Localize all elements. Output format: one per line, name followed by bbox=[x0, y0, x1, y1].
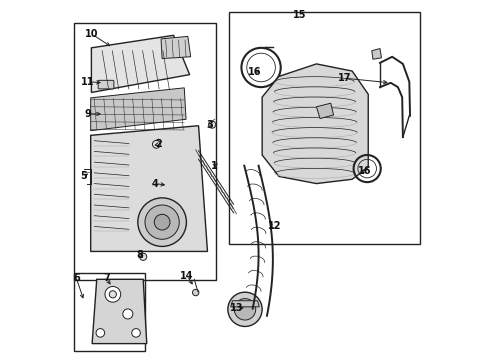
Circle shape bbox=[109, 291, 117, 298]
Text: 1: 1 bbox=[211, 161, 218, 171]
Polygon shape bbox=[262, 64, 368, 184]
Circle shape bbox=[123, 309, 133, 319]
Text: 15: 15 bbox=[293, 10, 306, 20]
Text: 17: 17 bbox=[338, 73, 351, 83]
Bar bbox=[74, 273, 145, 351]
Polygon shape bbox=[317, 103, 334, 118]
Polygon shape bbox=[372, 49, 381, 59]
Text: 2: 2 bbox=[155, 139, 162, 149]
Circle shape bbox=[145, 205, 179, 239]
Polygon shape bbox=[91, 88, 186, 131]
Text: 12: 12 bbox=[268, 221, 281, 231]
Polygon shape bbox=[91, 126, 207, 251]
Circle shape bbox=[138, 198, 186, 247]
Polygon shape bbox=[92, 279, 147, 343]
Polygon shape bbox=[161, 36, 191, 59]
Text: 5: 5 bbox=[80, 171, 87, 181]
Text: 3: 3 bbox=[206, 120, 213, 130]
Circle shape bbox=[209, 121, 216, 128]
Circle shape bbox=[140, 253, 147, 260]
Circle shape bbox=[152, 140, 160, 148]
Text: 4: 4 bbox=[151, 179, 158, 189]
Text: 9: 9 bbox=[84, 109, 91, 119]
Circle shape bbox=[105, 287, 121, 302]
Text: 11: 11 bbox=[81, 77, 95, 87]
Text: 14: 14 bbox=[180, 271, 194, 281]
FancyBboxPatch shape bbox=[98, 80, 114, 89]
Text: 13: 13 bbox=[230, 303, 244, 313]
Text: 10: 10 bbox=[85, 29, 99, 39]
Bar bbox=[74, 23, 217, 280]
Circle shape bbox=[193, 289, 199, 296]
Circle shape bbox=[132, 329, 140, 337]
Polygon shape bbox=[231, 301, 259, 307]
Text: 7: 7 bbox=[103, 273, 110, 283]
Circle shape bbox=[154, 214, 170, 230]
Bar bbox=[229, 12, 420, 244]
Text: 8: 8 bbox=[136, 250, 143, 260]
Circle shape bbox=[228, 292, 262, 327]
Text: 6: 6 bbox=[73, 273, 80, 283]
Text: 16: 16 bbox=[248, 67, 262, 77]
Circle shape bbox=[234, 298, 256, 320]
Circle shape bbox=[96, 329, 104, 337]
Polygon shape bbox=[92, 35, 190, 93]
Text: 16: 16 bbox=[358, 166, 371, 176]
